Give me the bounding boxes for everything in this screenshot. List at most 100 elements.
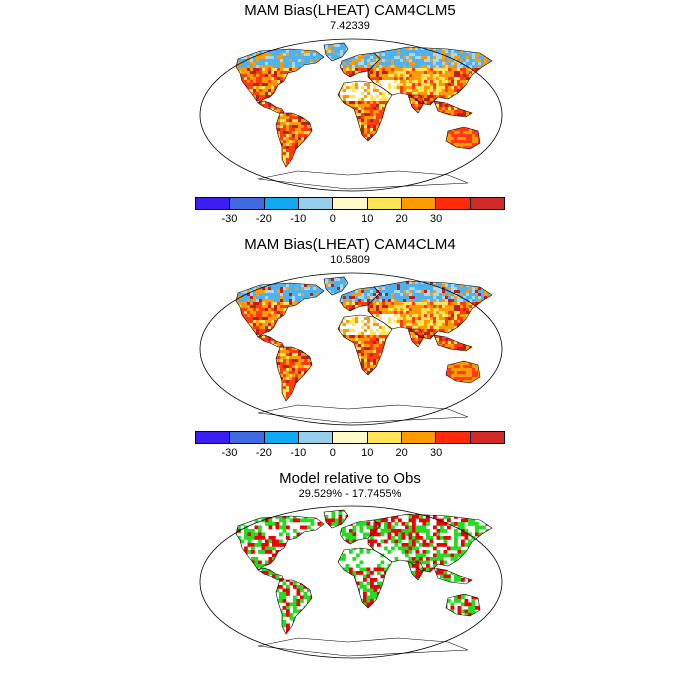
bias-cell: [346, 77, 350, 81]
bias-cell: [424, 277, 428, 279]
bias-cell: [424, 95, 428, 99]
bias-cell: [355, 149, 359, 153]
bias-cell: [262, 101, 266, 105]
bias-cell: [259, 95, 263, 99]
bias-cell: [328, 65, 332, 69]
bias-cell: [220, 149, 223, 152]
bias-cell: [253, 107, 257, 111]
bias-cell: [343, 101, 347, 105]
bias-cell: [298, 83, 302, 87]
bias-cell: [466, 146, 470, 150]
bias-cell: [397, 95, 401, 99]
bias-cell: [370, 281, 374, 285]
bias-cell: [259, 59, 263, 63]
bias-cell: [373, 80, 377, 84]
bias-cell: [241, 146, 245, 150]
bias-cell: [391, 155, 395, 159]
bias-cell: [265, 71, 269, 75]
bias-cell: [391, 134, 395, 138]
bias-cell: [337, 50, 341, 54]
bias-cell: [481, 68, 485, 72]
bias-cell: [451, 56, 455, 60]
bias-cell: [439, 134, 443, 138]
bias-cell: [283, 281, 287, 285]
bias-cell: [358, 284, 362, 288]
bias-cell: [295, 98, 299, 102]
bias-cell: [361, 116, 365, 120]
bias-cell: [292, 140, 296, 144]
bias-cell: [430, 167, 434, 171]
bias-cell: [463, 131, 467, 135]
bias-cell: [205, 164, 208, 167]
bias-cell: [316, 53, 320, 57]
bias-cell: [214, 107, 217, 110]
bias-cell: [265, 164, 269, 168]
bias-cell: [412, 71, 416, 75]
bias-cell: [236, 62, 239, 66]
bias-cell: [211, 140, 214, 143]
bias-cell: [430, 161, 434, 165]
bias-cell: [361, 86, 365, 90]
bias-cell: [331, 164, 335, 168]
bias-cell: [352, 62, 356, 66]
bias-cell: [307, 77, 311, 81]
bias-cell: [394, 140, 398, 144]
bias-cell: [214, 131, 217, 134]
bias-cell: [295, 167, 299, 171]
bias-cell: [280, 86, 284, 90]
bias-cell: [268, 164, 272, 168]
bias-cell: [265, 125, 269, 129]
bias-cell: [202, 92, 205, 95]
bias-cell: [415, 89, 419, 93]
bias-cell: [463, 77, 467, 81]
bias-cell: [295, 140, 299, 144]
bias-cell: [484, 158, 488, 162]
bias-cell: [247, 161, 251, 165]
bias-cell: [385, 116, 389, 120]
bias-cell: [205, 59, 208, 62]
bias-cell: [400, 74, 404, 78]
bias-cell: [214, 134, 217, 137]
bias-cell: [376, 43, 380, 45]
bias-cell: [403, 80, 407, 84]
bias-cell: [421, 74, 425, 78]
bias-cell: [430, 140, 434, 144]
bias-cell: [241, 56, 245, 60]
bias-cell: [280, 59, 284, 63]
bias-cell: [397, 53, 401, 57]
bias-cell: [433, 149, 437, 153]
bias-cell: [253, 74, 257, 78]
bias-cell: [406, 98, 410, 102]
bias-cell: [391, 104, 395, 108]
bias-cell: [451, 110, 455, 114]
bias-cell: [361, 56, 365, 60]
bias-cell: [208, 74, 211, 77]
bias-cell: [211, 104, 214, 107]
bias-cell: [376, 278, 380, 282]
bias-cell: [310, 65, 314, 69]
bias-cell: [277, 122, 281, 126]
bias-cell: [316, 80, 320, 84]
bias-cell: [343, 68, 347, 72]
bias-cell: [373, 146, 377, 150]
bias-cell: [232, 290, 235, 293]
bias-cell: [229, 44, 232, 47]
bias-cell: [481, 95, 485, 99]
bias-cell: [292, 128, 296, 132]
bias-cell: [217, 281, 220, 284]
bias-cell: [436, 116, 440, 120]
bias-cell: [394, 107, 398, 111]
bias-cell: [358, 119, 362, 123]
bias-cell: [373, 43, 377, 45]
bias-cell: [268, 284, 272, 288]
bias-cell: [415, 164, 419, 168]
bias-cell: [319, 122, 323, 126]
bias-cell: [220, 71, 223, 74]
bias-cell: [466, 74, 470, 78]
bias-cell: [466, 131, 470, 135]
bias-cell: [433, 80, 437, 84]
bias-cell: [343, 44, 347, 48]
bias-cell: [253, 110, 257, 114]
bias-cell: [406, 80, 410, 84]
bias-cell: [370, 143, 374, 147]
